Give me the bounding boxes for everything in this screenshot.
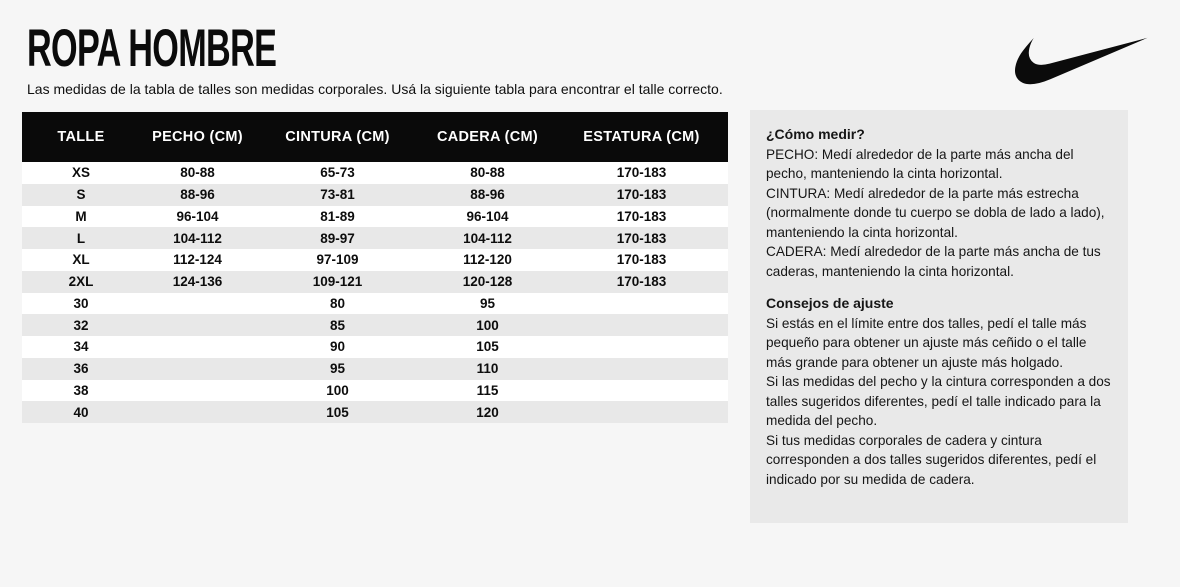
estatura-value: 170-183 [616, 230, 667, 246]
estatura-value: 170-183 [616, 274, 667, 290]
cintura-value: 109-121 [312, 274, 363, 290]
cadera-value: 112-120 [463, 252, 512, 268]
estatura-value [555, 293, 728, 315]
fit-tip-2: Si las medidas del pecho y la cintura co… [766, 374, 1111, 428]
cadera-value: 88-96 [470, 187, 505, 203]
table-row-40: 40 105 120 [22, 401, 728, 423]
size-label: XS [71, 165, 90, 181]
cadera-value: 115 [476, 382, 499, 398]
size-label: 38 [73, 382, 89, 398]
estatura-value: 170-183 [616, 252, 667, 268]
measure-instruction-cadera: CADERA: Medí alrededor de la parte más a… [766, 244, 1101, 279]
how-to-measure-section: ¿Cómo medir? PECHO: Medí alrededor de la… [766, 125, 1112, 281]
nike-swoosh-icon [1015, 30, 1149, 92]
table-row-m: M 96-104 81-89 96-104 170-183 [22, 205, 728, 228]
table-row-xs: XS 80-88 65-73 80-88 170-183 [22, 162, 728, 184]
size-label: 2XL [68, 274, 94, 290]
cintura-value: 80 [329, 295, 346, 311]
estatura-value [555, 336, 728, 358]
measure-instruction-cintura: CINTURA: Medí alrededor de la parte más … [766, 185, 1105, 240]
pecho-value [140, 358, 255, 380]
pecho-value: 124-136 [172, 274, 223, 290]
cadera-value: 96-104 [466, 208, 509, 224]
measure-instruction-pecho: PECHO: Medí alrededor de la parte más an… [766, 146, 1074, 182]
table-row-2xl: 2XL 124-136 109-121 120-128 170-183 [22, 270, 728, 293]
size-chart-table: TALLE PECHO (CM) CINTURA (CM) CADERA (CM… [22, 112, 728, 423]
fit-tips-section: Consejos de ajuste Si estás en el límite… [766, 294, 1112, 489]
estatura-value: 170-183 [616, 208, 667, 224]
estatura-value [555, 358, 728, 380]
pecho-value [140, 401, 255, 423]
table-header-row: TALLE PECHO (CM) CINTURA (CM) CADERA (CM… [22, 112, 728, 162]
pecho-value [140, 336, 255, 358]
size-label: S [76, 187, 86, 203]
cintura-value: 100 [326, 382, 349, 398]
page-title: ROPA HOMBRE [27, 19, 277, 78]
table-row-34: 34 90 105 [22, 336, 728, 358]
pecho-value: 104-112 [173, 230, 222, 246]
how-to-measure-heading: ¿Cómo medir? [766, 126, 865, 142]
column-header-talle: TALLE [22, 112, 140, 162]
pecho-value: 80-88 [180, 165, 215, 181]
size-label: L [76, 230, 86, 246]
table-row-xl: XL 112-124 97-109 112-120 170-183 [22, 249, 728, 271]
size-label: 32 [73, 317, 89, 333]
pecho-value [140, 380, 255, 402]
estatura-value: 170-183 [616, 165, 667, 181]
fit-tips-heading: Consejos de ajuste [766, 295, 894, 311]
column-header-pecho: PECHO (CM) [140, 112, 255, 162]
measure-info-panel: ¿Cómo medir? PECHO: Medí alrededor de la… [750, 110, 1128, 523]
size-label: 30 [73, 295, 89, 311]
cintura-value: 73-81 [320, 187, 355, 203]
estatura-value [555, 401, 728, 423]
cadera-value: 100 [476, 317, 499, 333]
cintura-value: 90 [329, 339, 346, 355]
cadera-value: 110 [476, 361, 499, 377]
table-row-s: S 88-96 73-81 88-96 170-183 [22, 183, 728, 206]
column-header-estatura: ESTATURA (CM) [555, 112, 728, 162]
cintura-value: 97-109 [316, 252, 359, 268]
cadera-value: 104-112 [463, 230, 512, 246]
table-row-36: 36 95 110 [22, 357, 728, 380]
table-row-38: 38 100 115 [22, 379, 728, 402]
cintura-value: 105 [326, 404, 349, 420]
pecho-value: 96-104 [176, 208, 219, 224]
size-label: 34 [73, 339, 89, 355]
size-label: 40 [73, 404, 89, 420]
estatura-value [555, 380, 728, 402]
cadera-value: 80-88 [470, 165, 505, 181]
estatura-value: 170-183 [616, 187, 667, 203]
cadera-value: 120 [476, 404, 499, 420]
cintura-value: 85 [329, 317, 346, 333]
estatura-value [555, 314, 728, 336]
cintura-value: 95 [329, 361, 346, 377]
table-row-32: 32 85 100 [22, 314, 728, 336]
cintura-value: 89-97 [320, 230, 355, 246]
fit-tip-3: Si tus medidas corporales de cadera y ci… [766, 432, 1097, 487]
pecho-value: 88-96 [180, 187, 215, 203]
pecho-value: 112-124 [173, 252, 222, 268]
table-row-30: 30 80 95 [22, 292, 728, 315]
pecho-value [140, 293, 255, 315]
cintura-value: 81-89 [320, 208, 355, 224]
cadera-value: 105 [476, 339, 499, 355]
size-label: XL [72, 252, 90, 268]
size-label: 36 [73, 361, 89, 377]
column-header-cadera: CADERA (CM) [420, 112, 555, 162]
size-label: M [75, 208, 87, 224]
column-header-cintura: CINTURA (CM) [255, 112, 420, 162]
table-row-l: L 104-112 89-97 104-112 170-183 [22, 227, 728, 249]
page-subtitle: Las medidas de la tabla de talles son me… [27, 81, 723, 97]
pecho-value [140, 314, 255, 336]
cadera-value: 95 [479, 295, 496, 311]
cadera-value: 120-128 [462, 274, 513, 290]
fit-tip-1: Si estás en el límite entre dos talles, … [766, 315, 1087, 370]
cintura-value: 65-73 [320, 165, 355, 181]
